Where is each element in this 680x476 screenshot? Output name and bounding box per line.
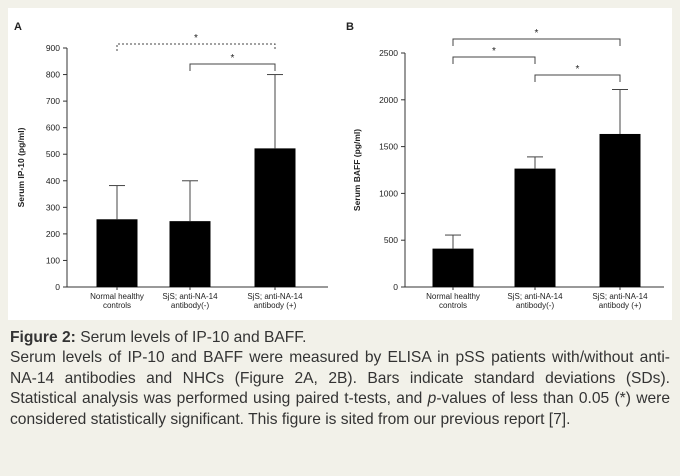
panel-b-category-label: controls	[439, 301, 467, 310]
panel-b-letter: B	[346, 21, 354, 33]
panel-a-bar	[96, 219, 138, 287]
panel-b-significance-bracket	[452, 56, 536, 64]
panel-b-y-label: Serum BAFF (pg/ml)	[352, 129, 362, 211]
panel-b-bar	[599, 133, 641, 287]
panel-b-significance-label: *	[535, 28, 539, 39]
panel-b-category-label: antibody(-)	[516, 301, 555, 310]
caption-body-2: -values of less than 0.05 (*) were consi…	[10, 390, 671, 428]
panel-a-letter: A	[14, 21, 22, 33]
panel-b-y-tick-label: 500	[384, 235, 398, 245]
panel-a-category-label: SjS; anti-NA-14	[247, 292, 303, 301]
panel-b-category-label: Normal healthy	[426, 292, 480, 301]
panel-a-y-tick-label: 800	[46, 70, 60, 80]
panel-b-category-label: antibody (+)	[599, 301, 642, 310]
panel-a-y-label: Serum IP-10 (pg/ml)	[16, 127, 26, 207]
caption-p-italic: p	[427, 390, 437, 408]
panel-a-category-label: antibody (+)	[254, 301, 297, 310]
panel-b-y-tick-label: 2000	[379, 95, 398, 105]
panel-b-y-tick-label: 0	[393, 282, 398, 292]
panel-a-significance-label: *	[194, 33, 198, 44]
panel-a-y-tick-label: 400	[46, 176, 60, 186]
figure-svg: A 0 100 200 300 400 500 600 700 800 900 Serum IP-10…	[14, 21, 664, 310]
figure-caption: Figure 2: Serum levels of IP-10 and BAFF…	[10, 328, 670, 430]
caption-body: Serum levels of IP-10 and BAFF were meas…	[10, 348, 670, 430]
panel-a-y-tick-label: 0	[55, 282, 60, 292]
panel-b-significance-bracket	[534, 74, 621, 82]
panel-b-y-tick-label: 1000	[379, 188, 398, 198]
panel-a-y-tick-label: 300	[46, 202, 60, 212]
panel-b-significance-label: *	[576, 64, 580, 75]
panel-a-category-label: SjS; anti-NA-14	[162, 292, 218, 301]
panel-b-bar	[432, 248, 474, 287]
caption-title: Figure 2: Serum levels of IP-10 and BAFF…	[10, 328, 670, 348]
panel-a-significance-label: *	[231, 53, 235, 64]
panel-b-significance-bracket	[452, 38, 621, 46]
panel-a-bar	[169, 221, 211, 287]
panel-a-significance-bracket	[189, 63, 276, 71]
panel-b-y-tick-label: 1500	[379, 142, 398, 152]
panel-b-significance-label: *	[492, 46, 496, 57]
panel-a-y-tick-label: 200	[46, 229, 60, 239]
caption-title-bold: Figure 2:	[10, 329, 76, 346]
panel-a-y-tick-label: 100	[46, 255, 60, 265]
panel-a-category-label: controls	[103, 301, 131, 310]
figure-panel: A 0 100 200 300 400 500 600 700 800 900 Serum IP-10…	[8, 8, 672, 320]
panel-a-category-label: Normal healthy	[90, 292, 144, 301]
panel-a-bar	[254, 148, 296, 287]
panel-b-category-label: SjS; anti-NA-14	[592, 292, 648, 301]
caption-body-1: Serum levels of IP-10 and BAFF were meas…	[10, 349, 670, 408]
panel-a-y-tick-label: 600	[46, 123, 60, 133]
panel-b-category-label: SjS; anti-NA-14	[507, 292, 563, 301]
panel-a-y-tick-label: 900	[46, 43, 60, 53]
caption-title-rest: Serum levels of IP-10 and BAFF.	[75, 329, 307, 346]
panel-b-y-tick-label: 2500	[379, 48, 398, 58]
panel-a-y-tick-label: 500	[46, 149, 60, 159]
panel-a-category-label: antibody(-)	[171, 301, 210, 310]
panel-a-significance-bracket	[116, 43, 276, 51]
panel-a-y-tick-label: 700	[46, 96, 60, 106]
panel-b-bar	[514, 168, 556, 287]
